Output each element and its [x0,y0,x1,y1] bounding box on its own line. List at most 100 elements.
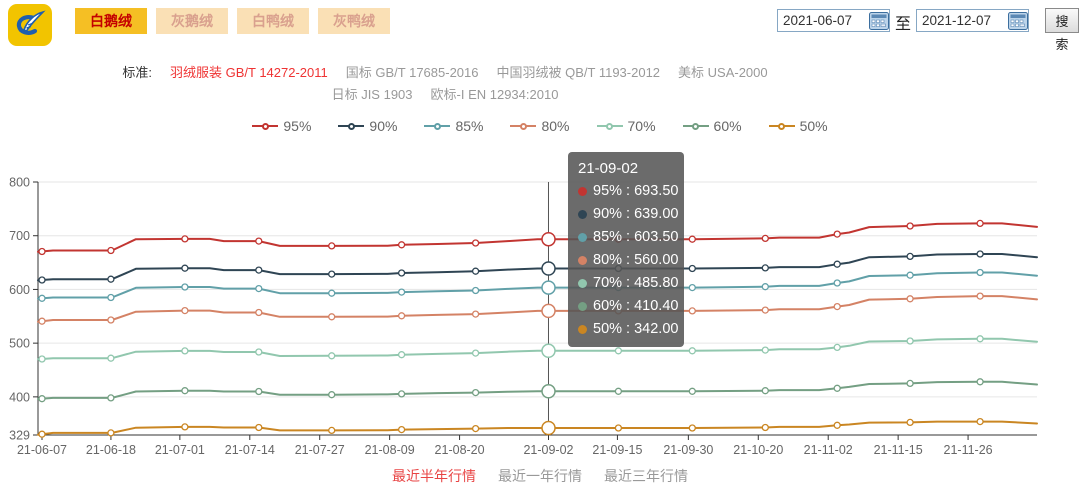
series-line-90% [37,253,1038,282]
series-line-80% [37,295,1038,323]
data-point [976,268,984,277]
legend-item[interactable]: 60% [682,118,742,134]
data-point [397,269,406,277]
range-tab[interactable]: 最近三年行情 [604,468,688,484]
data-point [471,267,480,275]
legend-item[interactable]: 80% [510,118,570,134]
calendar-icon[interactable] [1008,11,1028,30]
series-line-60% [37,380,1038,400]
legend-item[interactable]: 50% [768,118,828,134]
x-axis-label: 21-11-15 [874,443,923,457]
start-date-value[interactable]: 2021-06-07 [783,13,853,28]
data-point [255,266,263,274]
data-point [38,395,46,403]
calendar-icon[interactable] [869,11,889,30]
data-point [976,292,984,300]
data-point [38,355,46,363]
data-point [833,279,841,287]
legend-circle-icon [347,122,355,130]
start-date-input[interactable]: 2021-06-07 [777,9,890,32]
data-point [38,276,46,284]
series-line-70% [37,337,1038,361]
data-point [761,387,769,395]
x-axis-label: 21-11-26 [944,443,993,457]
data-point [833,230,841,238]
x-axis-label: 21-10-20 [733,443,783,457]
legend-item[interactable]: 95% [252,118,311,134]
standards-row-2: 日标 JIS 1903 欧标-I EN 12934:2010 [0,82,890,104]
data-point [328,289,336,297]
line-chart-canvas[interactable]: 329 400 500 600 700 800 21-06-07 21-06-18 21-07-… [0,150,1080,460]
data-point [38,247,46,256]
legend-item[interactable]: 85% [424,118,483,134]
legend-item[interactable]: 70% [596,118,656,134]
data-point [397,351,406,359]
data-point [255,308,263,317]
x-axis-label: 21-09-30 [663,443,713,457]
standard-item[interactable]: 国标 GB/T 17685-2016 [345,64,479,80]
data-point [976,378,984,386]
site-logo[interactable] [8,4,52,46]
end-date-value[interactable]: 2021-12-07 [922,13,992,28]
legend-label: 60% [713,118,742,134]
range-tab[interactable]: 最近半年行情 [392,468,476,484]
data-point [833,421,841,429]
data-point [976,250,984,258]
legend-line-icon [424,122,451,130]
legend-item[interactable]: 90% [338,118,397,134]
data-point [107,429,115,437]
data-point [107,354,115,362]
data-point [761,306,769,314]
data-point [906,271,914,279]
standard-item[interactable]: 中国羽绒被 QB/T 1193-2012 [496,64,661,80]
data-point [181,306,189,315]
data-point [471,239,480,247]
data-point [328,391,336,399]
standard-item[interactable]: 欧标-I EN 12934:2010 [430,86,559,102]
y-axis-label: 400 [9,390,30,404]
data-point [471,286,480,295]
series-line-50% [37,420,1038,436]
standard-item[interactable]: 日标 JIS 1903 [331,86,413,102]
standard-item[interactable]: 美标 USA-2000 [678,64,768,80]
data-point [471,310,480,318]
data-point [328,426,336,435]
hovered-data-point [541,261,556,276]
legend-line-icon [252,122,279,130]
standard-item[interactable]: 羽绒服装 GB/T 14272-2011 [170,64,328,80]
data-point [976,335,984,343]
data-point [38,294,46,302]
legend-circle-icon [261,122,269,130]
data-point [906,295,914,303]
time-range-tabs: 最近半年行情 最近一年行情 最近三年行情 [0,466,1080,486]
y-axis-label: 329 [9,429,30,443]
end-date-input[interactable]: 2021-12-07 [916,9,1029,32]
category-tab[interactable]: 白鹅绒 [75,8,147,34]
data-point [688,235,696,243]
data-point [107,316,115,324]
data-point [181,283,189,291]
data-point [255,387,263,396]
data-point [255,423,263,432]
chart-legend: 95% 90% 85% 80% 70% 60% 50% [0,118,1080,134]
series-line-95% [37,222,1038,253]
data-point [38,317,46,325]
category-tab[interactable]: 白鸭绒 [237,8,309,34]
standards-row-1: 标准: 羽绒服装 GB/T 14272-2011 国标 GB/T 17685-20… [0,60,890,82]
search-button[interactable]: 搜索 [1045,8,1079,52]
data-point [328,313,336,321]
data-point [397,288,406,296]
data-point [761,283,769,291]
category-tab[interactable]: 灰鸭绒 [318,8,390,34]
data-point [761,423,769,432]
data-point [688,347,696,355]
range-tab[interactable]: 最近一年行情 [498,468,582,484]
data-point [906,222,914,230]
category-tab[interactable]: 灰鹅绒 [156,8,228,34]
data-point [688,387,696,395]
data-point [614,283,623,292]
category-tabs: 白鹅绒 灰鹅绒 白鸭绒 灰鸭绒 [75,8,390,34]
data-point [471,424,480,433]
data-point [833,343,841,352]
data-point [688,307,696,315]
